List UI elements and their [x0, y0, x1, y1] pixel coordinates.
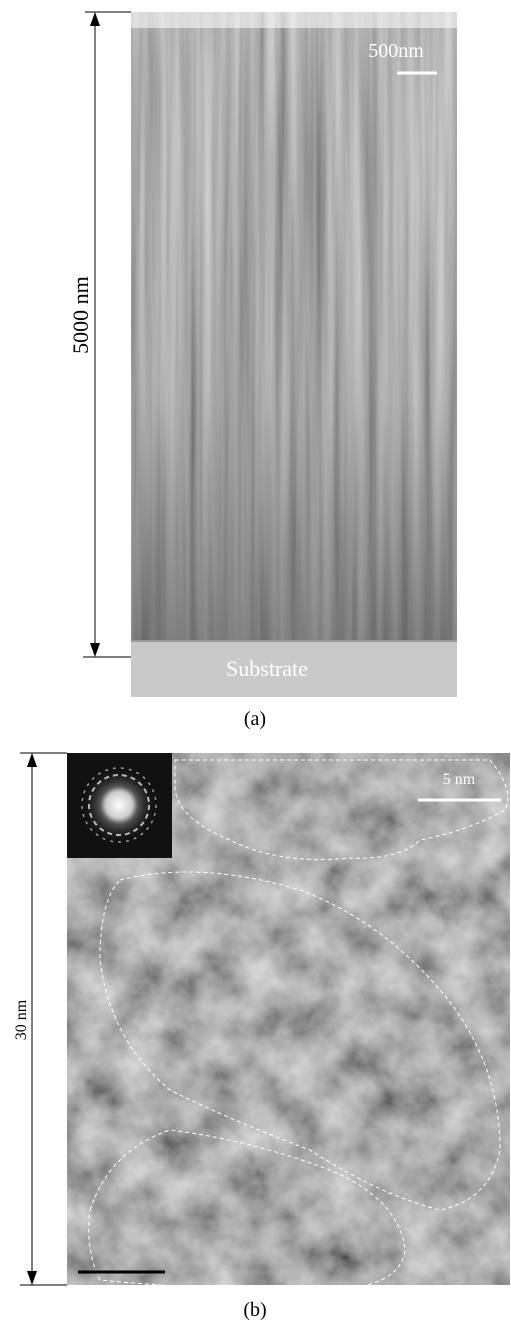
micrograph-a-shade [131, 12, 457, 657]
top-edge [131, 12, 457, 28]
caption: (a) [244, 708, 266, 730]
figure: 5000 nm 500nm Substrate (a) 30 nm 5 nm (… [0, 0, 511, 1329]
panel-b: 30 nm 5 nm (b) [13, 753, 510, 1321]
caption: (b) [243, 1299, 266, 1321]
height-label: 30 nm [13, 999, 30, 1040]
scale-label: 500nm [368, 40, 424, 62]
height-label: 5000 nm [68, 276, 93, 354]
scale-label: 5 nm [443, 771, 476, 788]
panel-a: 5000 nm 500nm Substrate (a) [68, 12, 457, 730]
substrate-label: Substrate [226, 656, 308, 681]
